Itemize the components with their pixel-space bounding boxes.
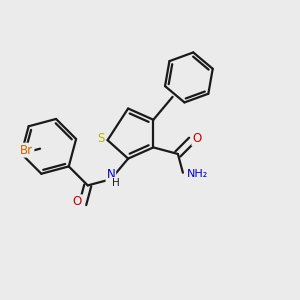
Text: Br: Br [20, 144, 34, 157]
Text: N: N [106, 168, 115, 181]
Text: NH₂: NH₂ [187, 169, 208, 179]
Text: H: H [112, 178, 120, 188]
Text: O: O [73, 195, 82, 208]
Text: O: O [192, 132, 202, 145]
Text: S: S [97, 132, 105, 145]
